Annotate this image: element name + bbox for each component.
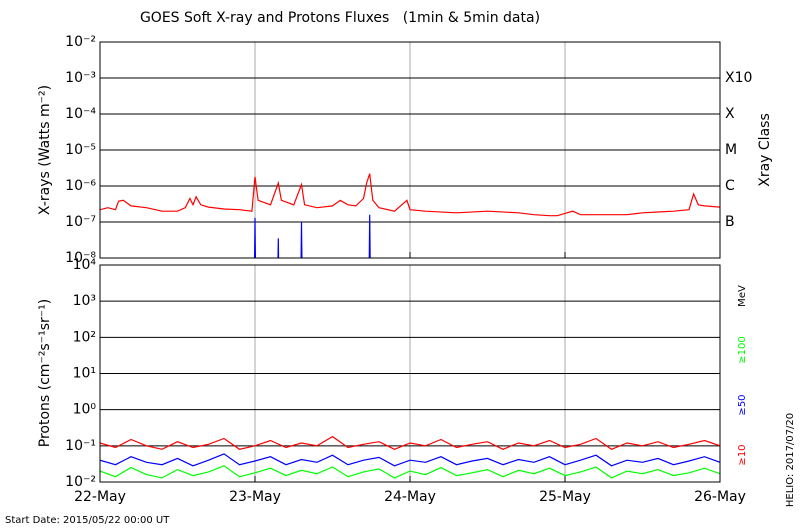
y-tick-label: 10³ [73, 293, 96, 309]
legend-entry: ≥10 [737, 444, 748, 465]
y-tick-label: 10⁻² [65, 474, 96, 490]
series-line [100, 435, 720, 450]
x-tick-label: 26-May [694, 489, 746, 505]
start-date: Start Date: 2015/05/22 00:00 UT [5, 515, 170, 526]
units-label: MeV [737, 285, 748, 307]
class-label: C [725, 178, 735, 194]
x-tick-label: 23-May [229, 489, 281, 505]
y-axis-label: Protons (cm⁻²s⁻¹sr⁻¹) [37, 299, 53, 448]
y-tick-label: 10² [73, 329, 96, 345]
y-tick-label: 10⁻¹ [65, 438, 96, 454]
series-line [100, 465, 720, 479]
y-tick-label: 10⁻³ [65, 70, 96, 86]
class-label: M [725, 142, 737, 158]
legend-entry: ≥100 [737, 336, 748, 363]
y-tick-label: 10⁻⁶ [65, 178, 96, 194]
x-tick-label: 22-May [74, 489, 126, 505]
y-tick-label: 10⁰ [73, 402, 97, 418]
plot-frame [99, 264, 721, 483]
y-tick-label: 10⁻² [65, 34, 96, 50]
plot-area [100, 435, 720, 479]
chart-title: GOES Soft X-ray and Protons Fluxes (1min… [140, 10, 540, 26]
x-tick-label: 24-May [384, 489, 436, 505]
plot-frame [99, 41, 721, 259]
series-line [253, 214, 371, 258]
y-tick-label: 10⁻⁷ [65, 214, 96, 230]
class-label: B [725, 214, 735, 230]
stamp: HELIO: 2017/07/20 [785, 413, 796, 507]
y-tick-label: 10⁴ [73, 257, 97, 273]
y-axis-label: X-rays (Watts m⁻²) [37, 85, 53, 215]
legend-entry: ≥50 [737, 394, 748, 415]
y-tick-label: 10⁻⁵ [65, 142, 96, 158]
class-label: X10 [725, 70, 752, 86]
series-line [100, 173, 720, 217]
y-tick-label: 10¹ [73, 366, 96, 382]
plot-area [100, 173, 720, 258]
x-tick-label: 25-May [539, 489, 591, 505]
class-label: X [725, 106, 735, 122]
y-tick-label: 10⁻⁴ [65, 106, 96, 122]
y-tick-label: 10⁻⁸ [65, 250, 96, 266]
y2-axis-label: Xray Class [757, 113, 773, 187]
series-line [100, 453, 720, 467]
